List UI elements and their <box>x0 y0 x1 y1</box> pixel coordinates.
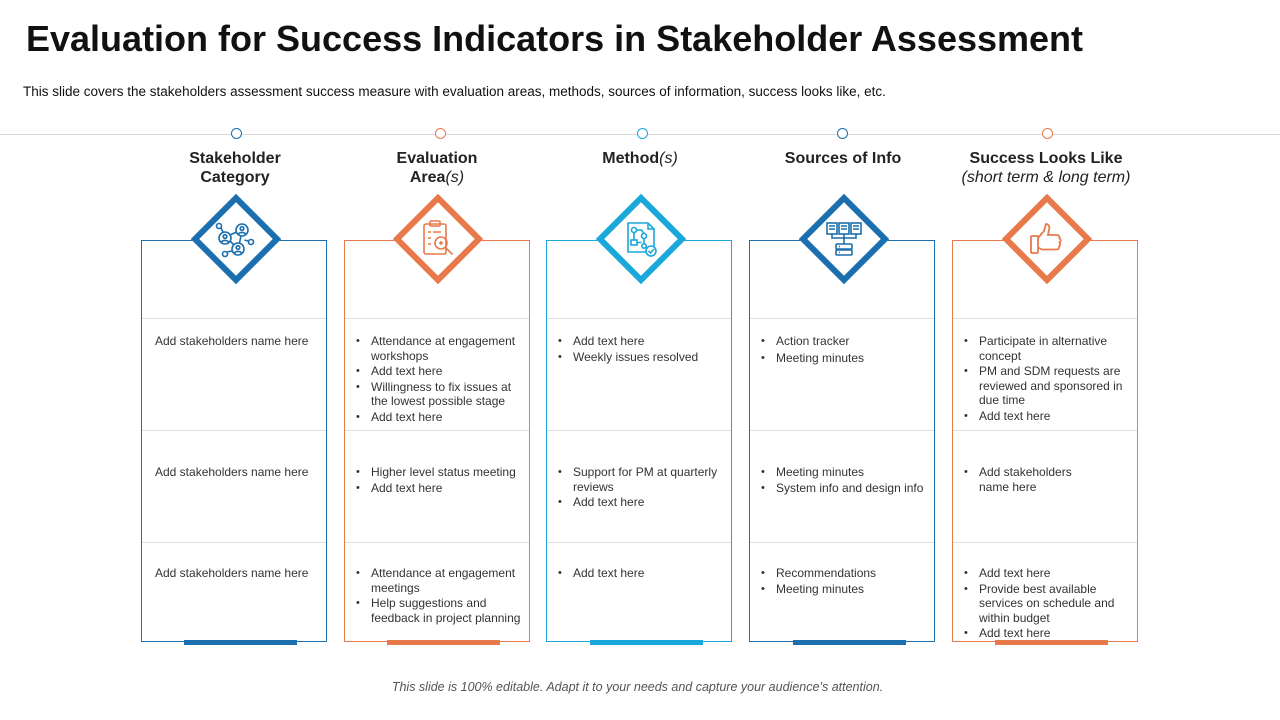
list-item: Add text here <box>964 626 1131 641</box>
list-item: Add text here <box>964 566 1131 581</box>
column-header-stakeholder-category: Stakeholder Category <box>189 150 281 186</box>
column-card-method: Add text here Weekly issues resolved Sup… <box>546 240 732 642</box>
list-item: Recommendations <box>761 566 928 581</box>
card-bottom-bar <box>590 640 703 645</box>
cell-row-1: Action tracker Meeting minutes <box>758 334 928 366</box>
list-item: Add text here <box>558 334 725 349</box>
column-header-method: Method(s) <box>602 150 678 167</box>
column-card-evaluation-area: Attendance at engagement workshops Add t… <box>344 240 530 642</box>
timeline-dot <box>637 128 648 139</box>
list-item: Willingness to fix issues at the lowest … <box>356 380 523 409</box>
cell-row-2: Add stakeholders name here <box>155 465 309 479</box>
card-bottom-bar <box>184 640 297 645</box>
card-bottom-bar <box>793 640 906 645</box>
list-item: Provide best available services on sched… <box>964 582 1131 626</box>
timeline-dot <box>231 128 242 139</box>
cell-row-2: Higher level status meeting Add text her… <box>353 465 523 496</box>
column-card-stakeholder-category: Add stakeholders name here Add stakehold… <box>141 240 327 642</box>
cell-row-3: Attendance at engagement meetings Help s… <box>353 566 523 626</box>
card-bottom-bar <box>387 640 500 645</box>
timeline-dot <box>435 128 446 139</box>
list-item: PM and SDM requests are reviewed and spo… <box>964 364 1131 408</box>
list-item: Attendance at engagement meetings <box>356 566 523 595</box>
list-item: System info and design info <box>761 481 928 496</box>
cell-row-2: Support for PM at quarterly reviews Add … <box>555 465 725 511</box>
thumbs-up-icon <box>1030 223 1062 254</box>
card-bottom-bar <box>995 640 1108 645</box>
server-database-icon <box>826 222 862 256</box>
list-item: Add text here <box>558 495 725 510</box>
page-subtitle: This slide covers the stakeholders asses… <box>23 84 886 99</box>
list-item: Attendance at engagement workshops <box>356 334 523 363</box>
cell-row-3: Add text here <box>555 566 725 582</box>
timeline-dot <box>1042 128 1053 139</box>
flowchart-document-icon <box>627 222 657 257</box>
cell-row-1: Add stakeholders name here <box>155 334 309 348</box>
list-item: Add text here <box>964 409 1131 424</box>
cell-row-2: Add stakeholders name here <box>961 465 1097 495</box>
cell-row-2: Meeting minutes System info and design i… <box>758 465 928 496</box>
column-card-success-looks-like: Participate in alternative concept PM an… <box>952 240 1138 642</box>
list-item: Add text here <box>356 364 523 379</box>
list-item: Meeting minutes <box>761 351 928 366</box>
column-header-success-looks-like: Success Looks Like (short term & long te… <box>961 150 1131 186</box>
timeline-dot <box>837 128 848 139</box>
list-item: Support for PM at quarterly reviews <box>558 465 725 494</box>
cell-row-1: Attendance at engagement workshops Add t… <box>353 334 523 425</box>
cell-row-1: Add text here Weekly issues resolved <box>555 334 725 365</box>
list-item: Meeting minutes <box>761 465 928 480</box>
list-item: Add stakeholders name here <box>964 465 1097 494</box>
network-people-icon <box>215 222 255 258</box>
list-item: Meeting minutes <box>761 582 928 597</box>
list-item: Add text here <box>356 410 523 425</box>
cell-row-3: Recommendations Meeting minutes <box>758 566 928 597</box>
cell-row-3: Add text here Provide best available ser… <box>961 566 1131 642</box>
list-item: Higher level status meeting <box>356 465 523 480</box>
list-item: Add text here <box>356 481 523 496</box>
column-header-evaluation-area: Evaluation Area(s) <box>396 150 478 186</box>
cell-row-3: Add stakeholders name here <box>155 566 309 580</box>
cell-row-1: Participate in alternative concept PM an… <box>961 334 1131 424</box>
page-title: Evaluation for Success Indicators in Sta… <box>26 18 1084 59</box>
clipboard-magnifier-icon <box>423 220 454 256</box>
list-item: Help suggestions and feedback in project… <box>356 596 523 625</box>
list-item: Participate in alternative concept <box>964 334 1131 363</box>
list-item: Weekly issues resolved <box>558 350 725 365</box>
list-item: Action tracker <box>761 334 928 349</box>
footer-note: This slide is 100% editable. Adapt it to… <box>391 680 884 694</box>
list-item: Add text here <box>558 566 725 581</box>
column-header-sources-of-info: Sources of Info <box>784 150 902 167</box>
column-card-sources-of-info: Action tracker Meeting minutes Meeting m… <box>749 240 935 642</box>
